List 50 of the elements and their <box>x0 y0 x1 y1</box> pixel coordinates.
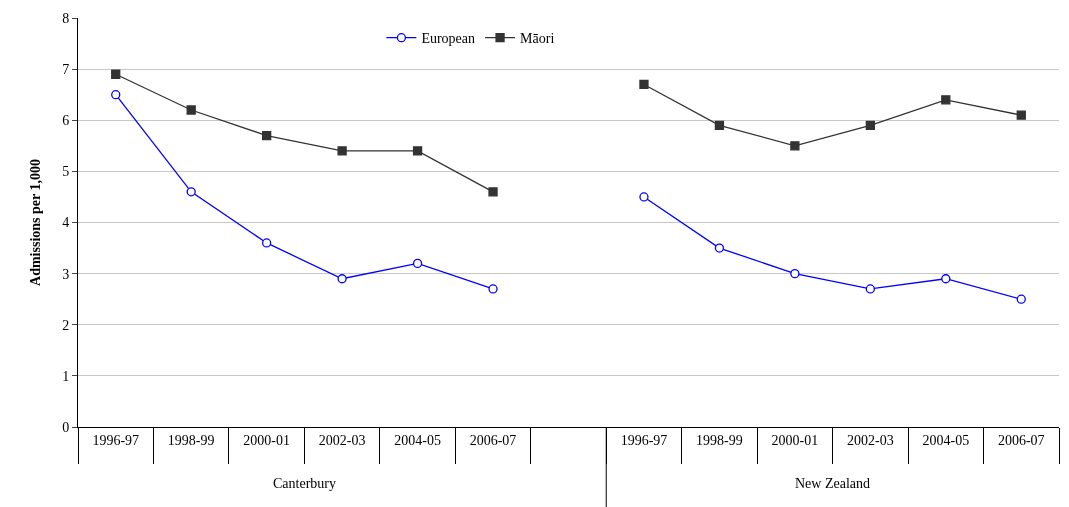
point <box>488 284 498 294</box>
x-tick-label: 2004-05 <box>394 432 441 448</box>
point <box>262 130 272 141</box>
x-tick-label: 2000-01 <box>243 432 290 448</box>
y-tick-label: 4 <box>62 215 70 231</box>
legend-label: Māori <box>520 31 555 47</box>
y-tick-label: 3 <box>62 266 70 282</box>
x-tick-label: 2000-01 <box>771 432 819 448</box>
y-tick-label: 1 <box>62 368 70 384</box>
point <box>337 146 347 156</box>
point <box>714 120 725 131</box>
x-tick-label: 2002-03 <box>318 432 366 448</box>
x-tick-label: 2002-03 <box>847 432 894 448</box>
x-tick-label: 1998-99 <box>696 432 743 448</box>
point <box>111 69 121 79</box>
y-axis-title: Admissions per 1,000 <box>28 159 43 286</box>
point <box>412 258 423 269</box>
x-tick-label: 1998-99 <box>167 432 215 448</box>
y-tick-label: 7 <box>62 62 70 78</box>
point <box>790 141 800 151</box>
x-tick-label: 2004-05 <box>922 432 970 448</box>
x-tick-label: 2006-07 <box>997 432 1045 448</box>
point <box>262 238 272 248</box>
x-tick-label: 2006-07 <box>469 432 517 448</box>
point <box>865 120 875 131</box>
point <box>186 187 196 197</box>
y-tick-label: 8 <box>62 10 70 26</box>
point <box>111 90 121 100</box>
point <box>186 105 196 115</box>
point <box>1016 110 1026 120</box>
text: New Zealand <box>795 476 871 491</box>
point <box>865 284 875 294</box>
point <box>412 146 423 156</box>
point <box>337 274 347 284</box>
point <box>639 192 649 202</box>
point <box>1016 294 1026 304</box>
x-tick-label: 1996-97 <box>92 432 140 448</box>
point <box>790 268 800 279</box>
x-tick-label: 1996-97 <box>620 432 668 448</box>
point <box>941 274 951 284</box>
point <box>941 95 951 105</box>
y-tick-label: 6 <box>62 113 70 129</box>
point <box>639 79 649 90</box>
point <box>714 243 725 253</box>
y-tick-label: 5 <box>62 164 70 180</box>
text: Canterbury <box>273 476 336 491</box>
point <box>488 187 498 197</box>
legend-label: European <box>421 31 476 47</box>
y-tick-label: 0 <box>62 419 70 435</box>
y-tick-label: 2 <box>62 317 70 333</box>
